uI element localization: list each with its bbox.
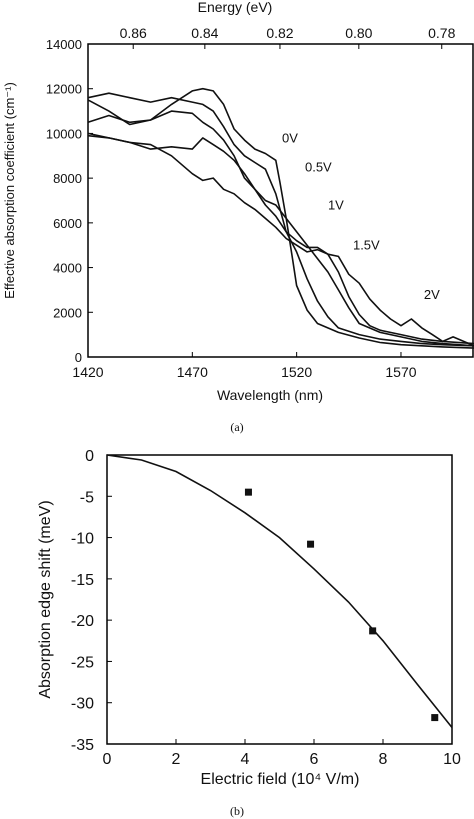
y-tick-label: 14000	[46, 37, 82, 52]
x-tick-label: 4	[241, 751, 250, 768]
panel-b-caption: (b)	[230, 804, 244, 818]
x-tick-label: 1520	[281, 364, 312, 380]
series-line-0_5v	[87, 92, 474, 347]
data-point	[307, 540, 315, 548]
y-tick-label: 0	[75, 350, 82, 365]
top-tick-label: 0.80	[345, 25, 372, 41]
series-line-2v	[87, 134, 474, 347]
series-label: 2V	[424, 287, 440, 302]
series-line-0v	[87, 87, 474, 349]
y-tick-label: 12000	[46, 82, 82, 97]
panel-b-y-axis-label: Absorption edge shift (meV)	[37, 500, 54, 698]
top-tick-label: 0.78	[428, 25, 455, 41]
panel-a-caption: (a)	[230, 420, 243, 434]
y-tick-label: 8000	[53, 171, 82, 186]
y-tick-label: -35	[71, 737, 94, 754]
panel-a-x-ticks: 1420 1470 1520 1570	[72, 352, 417, 380]
x-tick-label: 10	[443, 751, 461, 768]
x-tick-label: 1420	[72, 364, 103, 380]
panel-a-plot-frame	[87, 43, 474, 358]
top-tick-label: 0.84	[191, 25, 218, 41]
series-label: 0V	[282, 130, 298, 145]
y-tick-label: -15	[71, 572, 94, 589]
y-tick-label: -5	[80, 489, 94, 506]
y-tick-label: -30	[71, 696, 94, 713]
panel-a-top-ticks: 0.86 0.84 0.82 0.80 0.78	[120, 25, 456, 49]
panel-b-x-axis-label: Electric field (10⁴ V/m)	[201, 771, 360, 788]
y-tick-label: -25	[71, 654, 94, 671]
y-tick-label: -20	[71, 613, 94, 630]
y-tick-label: 4000	[53, 261, 82, 276]
panel-a-chart: 0 2000 4000 6000 8000 10000 12000 14000 1420 147…	[2, 0, 474, 434]
top-tick-label: 0.82	[266, 25, 293, 41]
x-tick-label: 1470	[177, 364, 208, 380]
panel-b-chart: 0 -5 -10 -15 -20 -25 -30 -35 0 2 4 6 8 10 Electric f…	[37, 448, 461, 818]
y-tick-label: -10	[71, 531, 94, 548]
panel-a-series-labels: 0V 0.5V 1V 1.5V 2V	[282, 130, 440, 302]
panel-a-y-ticks: 0 2000 4000 6000 8000 10000 12000 14000	[46, 37, 93, 365]
series-label: 1V	[328, 197, 344, 212]
data-point	[431, 714, 439, 722]
panel-b-y-ticks: 0 -5 -10 -15 -20 -25 -30 -35	[71, 448, 112, 754]
series-line-1v	[87, 110, 474, 347]
panel-a-top-axis-label: Energy (eV)	[198, 0, 273, 15]
fit-curve	[106, 454, 453, 729]
x-tick-label: 8	[379, 751, 388, 768]
panel-b-x-ticks: 0 2 4 6 8 10	[103, 739, 461, 768]
x-tick-label: 2	[172, 751, 181, 768]
x-tick-label: 0	[103, 751, 112, 768]
series-label: 1.5V	[353, 238, 380, 253]
y-tick-label: 10000	[46, 126, 82, 141]
panel-b-plot-frame	[106, 454, 453, 745]
panel-b-data-points	[244, 488, 439, 722]
data-point	[369, 627, 377, 635]
panel-a-x-axis-label: Wavelength (nm)	[217, 387, 323, 403]
panel-a-series	[87, 87, 474, 349]
y-tick-label: 0	[85, 448, 94, 465]
top-tick-label: 0.86	[120, 25, 147, 41]
x-tick-label: 6	[310, 751, 319, 768]
panel-a-y-axis-label: Effective absorption coefficient (cm⁻¹)	[2, 82, 17, 299]
series-label: 0.5V	[305, 159, 332, 174]
series-line-1_5v	[87, 132, 474, 345]
panel-b-fit-curve-group	[106, 454, 453, 729]
x-tick-label: 1570	[385, 364, 416, 380]
y-tick-label: 2000	[53, 305, 82, 320]
data-point	[244, 488, 252, 496]
y-tick-label: 6000	[53, 216, 82, 231]
